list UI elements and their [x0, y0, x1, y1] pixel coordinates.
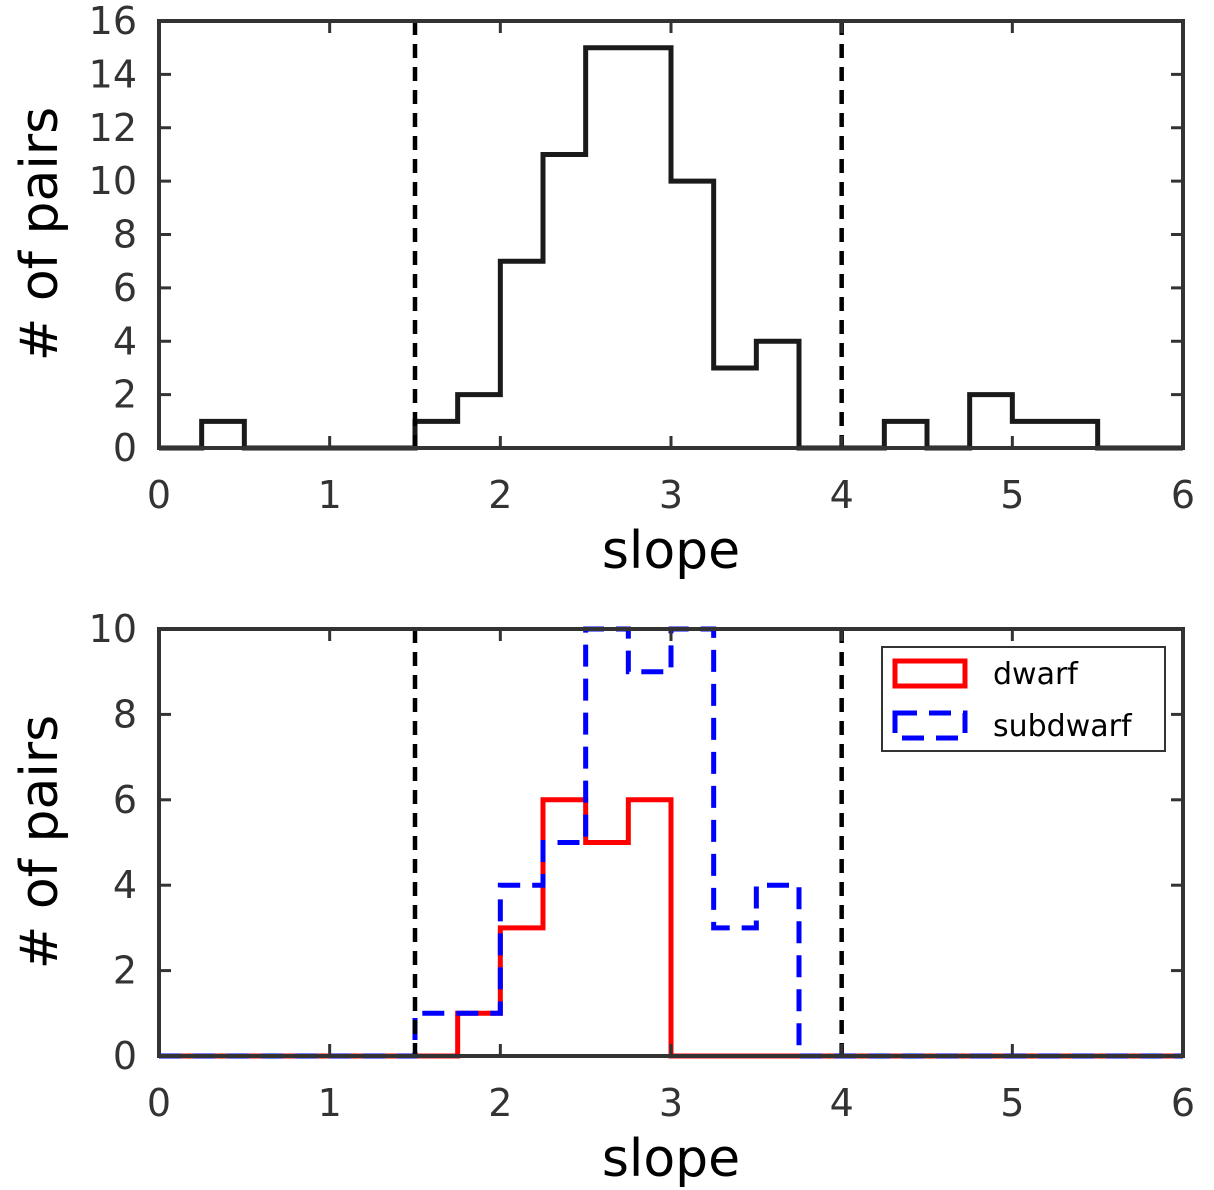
x-tick-label: 2 [488, 473, 512, 517]
y-tick-label: 16 [89, 0, 137, 43]
y-tick-label: 2 [113, 373, 137, 417]
histogram-series-dwarf [159, 797, 1183, 1059]
bottom-histogram-panel: 0 1 2 3 4 5 6 0 2 4 6 8 10 slope # of pairs dwarf subdwa… [10, 607, 1195, 1189]
x-tick-label: 1 [318, 473, 342, 517]
x-tick-label: 5 [1000, 473, 1024, 517]
x-tick-label: 5 [1000, 1081, 1024, 1125]
x-tick-label: 0 [147, 1081, 171, 1125]
histogram-series-all [159, 45, 1183, 451]
legend-label-dwarf: dwarf [993, 657, 1079, 692]
y-tick-label: 12 [89, 106, 137, 150]
x-tick-label: 4 [830, 473, 854, 517]
x-tick-label: 0 [147, 473, 171, 517]
legend-swatch-dwarf [892, 658, 968, 689]
y-tick-label: 0 [113, 426, 137, 470]
y-tick-label: 14 [89, 52, 137, 96]
y-tick-label: 2 [113, 949, 137, 993]
x-axis-label: slope [602, 521, 740, 581]
y-tick-label: 4 [113, 863, 137, 907]
y-tick-label: 8 [113, 213, 137, 257]
y-axis-label: # of pairs [10, 715, 70, 970]
y-axis-label: # of pairs [10, 107, 70, 362]
y-tick-label: 4 [113, 319, 137, 363]
legend-label-subdwarf: subdwarf [993, 709, 1133, 744]
x-tick-label: 6 [1171, 473, 1195, 517]
y-tick-label: 0 [113, 1034, 137, 1078]
legend: dwarf subdwarf [881, 646, 1166, 752]
legend-swatch-subdwarf [892, 710, 968, 741]
x-tick-label: 1 [318, 1081, 342, 1125]
x-tick-label: 3 [659, 1081, 683, 1125]
y-tick-label: 8 [113, 692, 137, 736]
x-tick-label: 4 [830, 1081, 854, 1125]
x-tick-label: 2 [488, 1081, 512, 1125]
legend-box [881, 646, 1166, 752]
x-tick-label: 3 [659, 473, 683, 517]
y-tick-label: 10 [89, 159, 137, 203]
y-tick-label: 6 [113, 778, 137, 822]
y-tick-label: 6 [113, 266, 137, 310]
y-tick-label: 10 [89, 607, 137, 651]
x-axis-label: slope [602, 1129, 740, 1189]
x-tick-label: 6 [1171, 1081, 1195, 1125]
